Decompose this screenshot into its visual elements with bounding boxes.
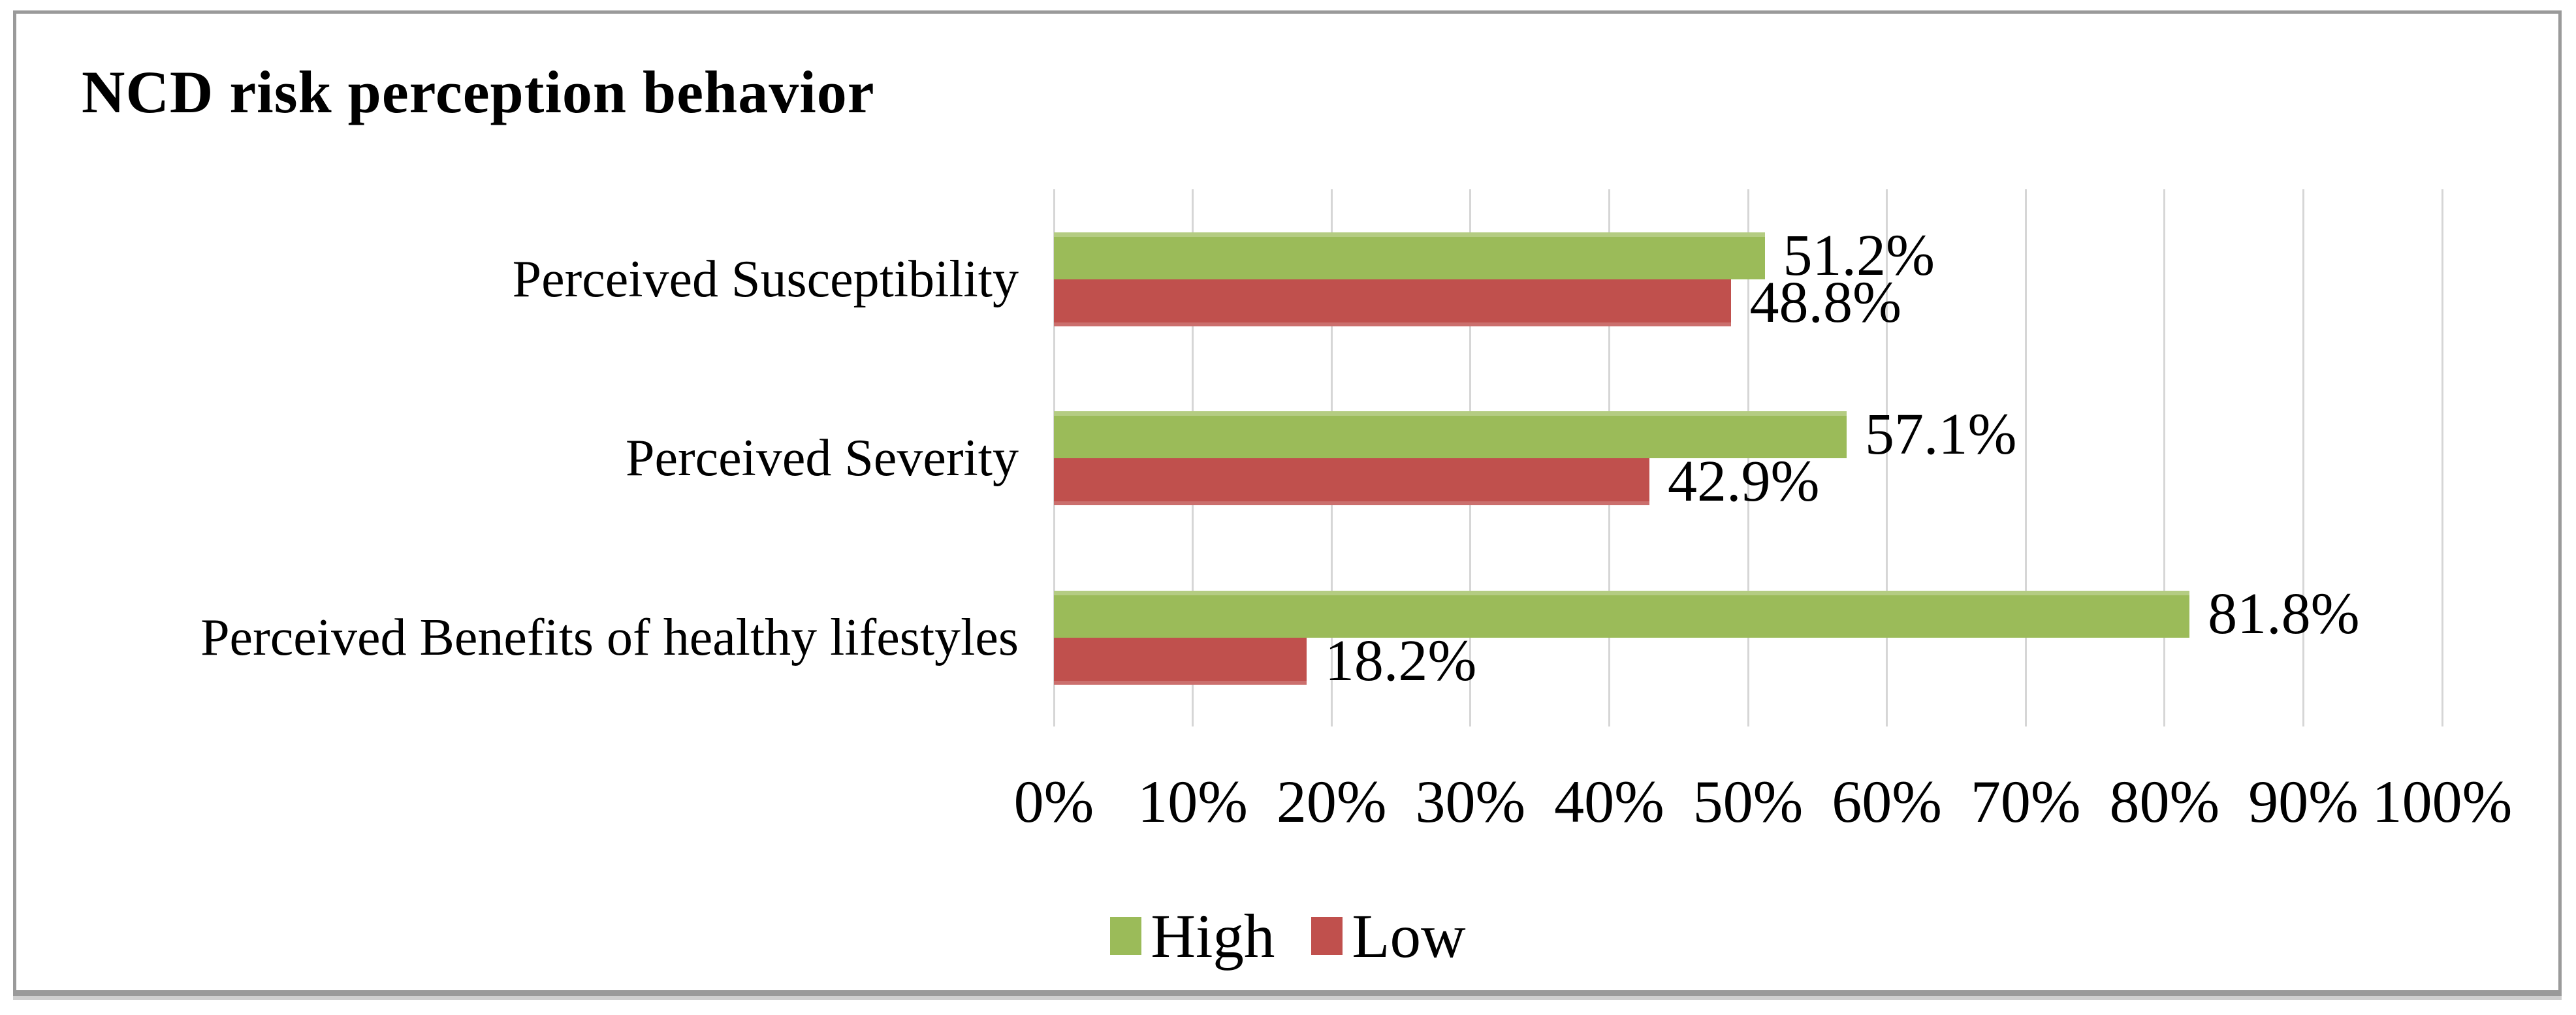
bar-low-0	[1054, 279, 1732, 326]
bar-high-0	[1054, 232, 1765, 279]
data-label-low-2: 18.2%	[1324, 628, 1477, 693]
legend-label-high: High	[1151, 901, 1275, 971]
data-label-high-1: 57.1%	[1864, 402, 2017, 467]
gridline-70pct	[2024, 189, 2027, 726]
chart-title: NCD risk perception behavior	[82, 59, 875, 125]
category-label-0: Perceived Susceptibility	[512, 251, 1019, 308]
x-tick-label-30pct: 30%	[1415, 768, 1526, 835]
x-tick-label-100pct: 100%	[2372, 768, 2513, 835]
x-tick-label-20pct: 20%	[1276, 768, 1387, 835]
x-tick-label-0pct: 0%	[1013, 768, 1094, 835]
category-label-2: Perceived Benefits of healthy lifestyles	[200, 608, 1019, 666]
legend-item-high: High	[1110, 899, 1275, 973]
gridline-90pct	[2302, 189, 2304, 726]
data-label-high-0: 51.2%	[1783, 223, 1935, 288]
x-tick-label-70pct: 70%	[1970, 768, 2081, 835]
x-tick-label-10pct: 10%	[1137, 768, 1248, 835]
x-tick-label-50pct: 50%	[1693, 768, 1804, 835]
x-tick-label-40pct: 40%	[1554, 768, 1664, 835]
data-label-low-0: 48.8%	[1749, 270, 1901, 335]
bar-low-2	[1054, 637, 1307, 685]
data-label-low-1: 42.9%	[1668, 449, 1820, 514]
x-tick-label-80pct: 80%	[2109, 768, 2220, 835]
gridline-80pct	[2163, 189, 2166, 726]
gridline-60pct	[1886, 189, 1888, 726]
legend-swatch-low	[1311, 917, 1343, 955]
gridline-100pct	[2441, 189, 2443, 726]
bar-high-1	[1054, 411, 1847, 459]
legend-item-low: Low	[1311, 899, 1466, 973]
legend-label-low: Low	[1352, 901, 1466, 971]
x-tick-label-60pct: 60%	[1832, 768, 1942, 835]
bar-low-1	[1054, 458, 1650, 506]
legend-swatch-high	[1110, 917, 1142, 955]
data-label-high-2: 81.8%	[2208, 581, 2360, 646]
category-label-1: Perceived Severity	[626, 429, 1019, 488]
legend: High Low	[0, 899, 2576, 973]
x-tick-label-90pct: 90%	[2248, 768, 2359, 835]
bar-high-2	[1054, 590, 2190, 638]
